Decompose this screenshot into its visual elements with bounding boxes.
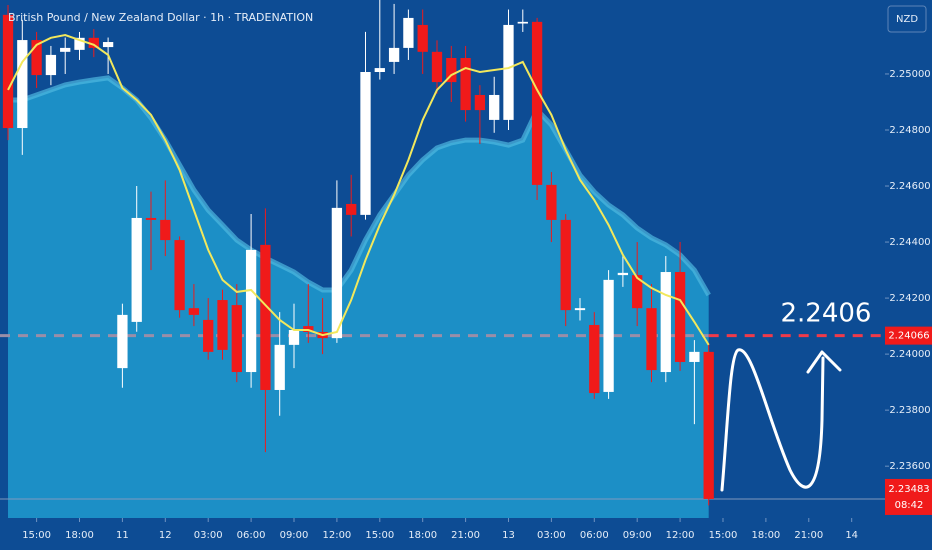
candle-body — [274, 344, 285, 390]
y-tick-label: 2.24400 — [889, 237, 930, 248]
candle-body — [660, 272, 671, 373]
x-tick-label: 09:00 — [623, 530, 652, 541]
candle-body — [617, 272, 629, 276]
x-tick-label: 15:00 — [22, 530, 51, 541]
candle-body — [131, 217, 142, 322]
candle-body — [503, 24, 514, 120]
candle-body — [245, 249, 257, 373]
x-tick-label: 15:00 — [365, 530, 394, 541]
candle-body — [60, 47, 71, 52]
candle-body — [117, 314, 128, 369]
hand-drawn-arrow — [720, 348, 842, 492]
candle-body — [203, 319, 214, 352]
x-tick-label: 03:00 — [537, 530, 566, 541]
x-tick-label: 06:00 — [237, 530, 266, 541]
candle-body — [45, 54, 57, 76]
candle-body — [403, 17, 414, 48]
last-price-label: 2.23483 — [888, 484, 929, 495]
candle-body — [31, 40, 42, 76]
candle-body — [217, 300, 228, 350]
candle-body — [188, 308, 200, 315]
y-tick-label: 2.24600 — [889, 181, 930, 192]
chart-title: British Pound / New Zealand Dollar · 1h … — [8, 11, 313, 24]
candle-body — [374, 68, 385, 72]
band-area — [8, 77, 709, 519]
candle-body — [288, 330, 300, 345]
x-tick-label: 13 — [502, 530, 515, 541]
currency-button[interactable] — [887, 5, 927, 33]
candle-body — [417, 24, 428, 52]
candle-body — [331, 207, 343, 339]
x-tick-label: 12 — [159, 530, 172, 541]
candle-body — [703, 351, 714, 499]
x-tick-label: 12:00 — [322, 530, 351, 541]
y-tick-label: 2.23600 — [889, 461, 930, 472]
y-tick-label: 2.24000 — [889, 349, 930, 360]
candle-body — [546, 184, 557, 220]
candle-body — [632, 275, 643, 309]
x-tick-label: 21:00 — [794, 530, 823, 541]
candle-body — [474, 94, 486, 111]
level-label: 2.24066 — [888, 331, 929, 342]
y-tick-label: 2.23800 — [889, 405, 930, 416]
x-tick-label: 15:00 — [709, 530, 738, 541]
x-tick-label: 18:00 — [408, 530, 437, 541]
candle-body — [446, 57, 457, 83]
candle-body — [574, 308, 586, 311]
candle-body — [560, 219, 571, 311]
candle-body — [346, 203, 357, 215]
currency-label[interactable]: NZD — [896, 14, 918, 25]
candle-body — [689, 351, 700, 362]
x-tick-label: 09:00 — [280, 530, 309, 541]
x-tick-label: 12:00 — [666, 530, 695, 541]
candle-body — [231, 305, 242, 373]
candle-body — [489, 94, 500, 120]
annotation: 2.2406 — [781, 299, 872, 329]
candle-body — [160, 219, 171, 241]
candle-body — [2, 14, 14, 129]
x-tick-label: 18:00 — [65, 530, 94, 541]
x-tick-label: 03:00 — [194, 530, 223, 541]
moving-average — [7, 33, 710, 346]
candle-body — [431, 51, 443, 83]
candle-body — [460, 57, 471, 111]
x-tick-label: 21:00 — [451, 530, 480, 541]
x-tick-label: 11 — [116, 530, 129, 541]
candle-body — [74, 37, 85, 50]
countdown-label: 08:42 — [895, 500, 924, 511]
x-tick-label: 06:00 — [580, 530, 609, 541]
candle-body — [517, 21, 528, 24]
y-tick-label: 2.24800 — [889, 125, 930, 136]
candle-body — [360, 71, 371, 215]
candle-body — [88, 37, 99, 48]
last-price-box — [885, 478, 932, 515]
candle-body — [589, 324, 600, 394]
candle-body — [388, 47, 400, 62]
candle-body — [260, 244, 271, 390]
candle-body — [674, 272, 686, 362]
x-tick-label: 18:00 — [751, 530, 780, 541]
plot-area — [0, 0, 885, 519]
candle-body — [145, 217, 157, 220]
y-tick-label: 2.24200 — [889, 293, 930, 304]
candle-body — [603, 279, 614, 392]
y-tick-label: 2.25000 — [889, 69, 930, 80]
candle-body — [174, 240, 185, 311]
level-label-box — [885, 326, 932, 345]
x-tick-label: 14 — [845, 530, 858, 541]
candle-body — [102, 42, 114, 48]
candle-body — [646, 308, 657, 371]
candle-body — [17, 40, 28, 129]
candle-body — [531, 21, 543, 185]
